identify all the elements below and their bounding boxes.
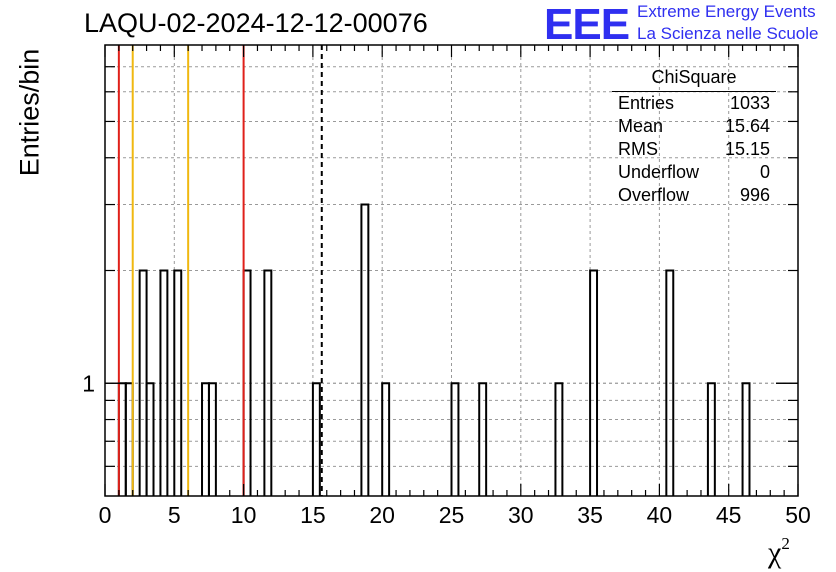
histogram-bar: [159, 269, 169, 496]
histogram-bar: [360, 203, 370, 496]
stats-value: 15.15: [724, 139, 770, 159]
x-axis-label-symbol: χ: [768, 536, 782, 569]
x-tick-label: 45: [716, 502, 742, 528]
stats-value: 15.64: [724, 116, 770, 136]
stats-row-entries: Entries 1033: [618, 93, 770, 115]
x-tick-label: 50: [785, 502, 811, 528]
stats-key: Underflow: [618, 162, 700, 182]
x-axis-label: χ2: [768, 534, 790, 570]
histogram-bar: [173, 269, 183, 496]
stats-row-overflow: Overflow 996: [618, 185, 770, 207]
histogram-bar: [665, 269, 675, 496]
stats-value: 996: [739, 185, 770, 205]
x-tick-label: 5: [168, 502, 181, 528]
histogram-bar: [381, 382, 391, 496]
histogram-bar: [478, 382, 488, 496]
stats-row-underflow: Underflow 0: [618, 162, 770, 184]
x-tick-label: 15: [300, 502, 326, 528]
histogram-bar: [589, 269, 599, 496]
stats-key: Mean: [618, 116, 664, 136]
stats-row-mean: Mean 15.64: [618, 116, 770, 138]
stats-key: Overflow: [618, 185, 690, 205]
stats-key: RMS: [618, 139, 658, 159]
x-tick-label: 35: [577, 502, 603, 528]
x-tick-label: 20: [369, 502, 395, 528]
x-tick-label: 25: [439, 502, 465, 528]
y-axis-label: Entries/bin: [14, 48, 45, 177]
histogram-bar: [706, 382, 716, 496]
stats-value: 0: [759, 162, 770, 182]
y-tick-label: 1: [82, 370, 95, 396]
stats-row-rms: RMS 15.15: [618, 139, 770, 161]
logo-line-2: La Scienza nelle Scuole: [637, 24, 819, 43]
x-axis-label-exponent: 2: [781, 534, 790, 553]
histogram-bar: [741, 382, 751, 496]
stats-value: 1033: [729, 93, 770, 113]
histogram-bar: [311, 382, 321, 496]
logo-line-1: Extreme Energy Events: [637, 2, 816, 21]
histogram-bar: [450, 382, 460, 496]
run-title: LAQU-02-2024-12-12-00076: [84, 8, 428, 38]
x-tick-label: 10: [231, 502, 257, 528]
stats-title-rule: [612, 91, 776, 92]
histogram-bar: [207, 382, 217, 496]
stats-key: Entries: [618, 93, 675, 113]
histogram-bar: [263, 269, 273, 496]
stats-title: ChiSquare: [651, 67, 737, 87]
histogram-bar: [145, 382, 155, 496]
x-tick-label: 40: [647, 502, 673, 528]
histogram-bar: [554, 382, 564, 496]
x-tick-label: 0: [99, 502, 112, 528]
x-tick-label: 30: [508, 502, 534, 528]
eee-logo: EEE: [544, 0, 630, 49]
